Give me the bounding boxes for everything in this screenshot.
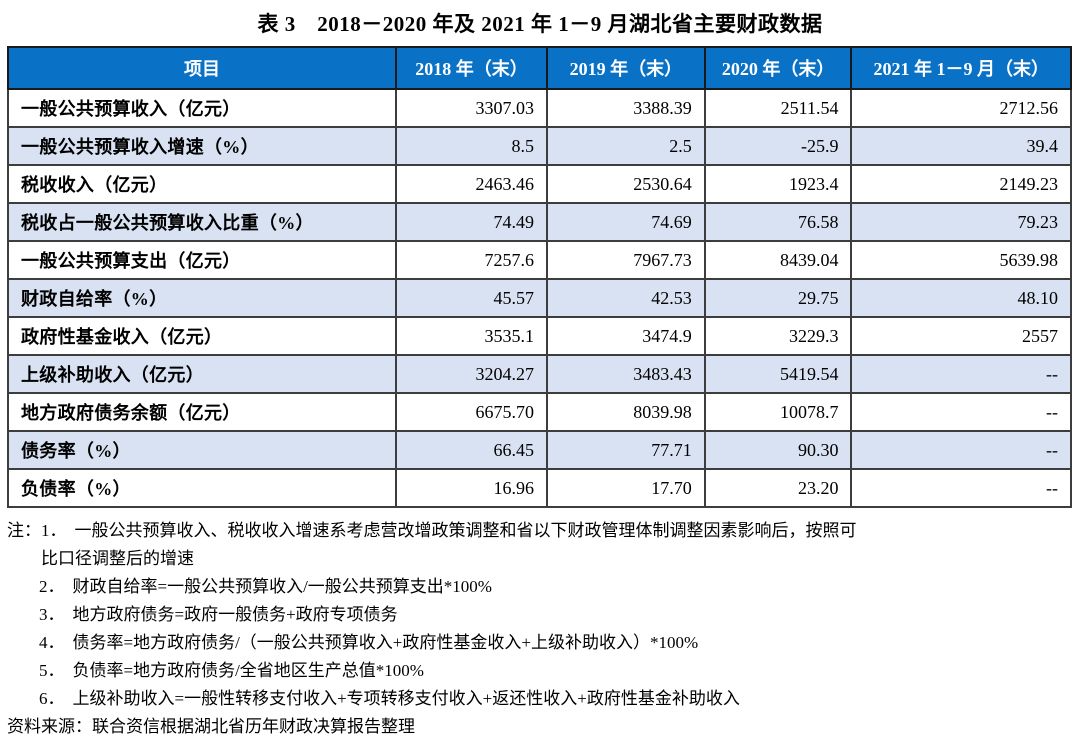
cell-value: 29.75	[703, 278, 853, 318]
column-header-2019: 2019 年（末）	[545, 46, 706, 90]
table-title: 表 3 2018－2020 年及 2021 年 1－9 月湖北省主要财政数据	[257, 12, 823, 36]
note-number: 1．	[41, 521, 67, 540]
footnote-line: 比口径调整后的增速	[41, 549, 194, 568]
cell-value: --	[850, 468, 1072, 508]
cell-value: 79.23	[850, 202, 1072, 242]
note-prefix: 注：	[7, 521, 41, 540]
cell-value: 17.70	[545, 468, 706, 508]
footnote-line: 注：1． 一般公共预算收入、税收收入增速系考虑营改增政策调整和省以下财政管理体制调…	[7, 517, 1073, 545]
table-row: 上级补助收入（亿元） 3204.27 3483.43 5419.54 --	[7, 354, 1072, 394]
cell-value: 7257.6	[395, 240, 548, 280]
note-text: 财政自给率=一般公共预算收入/一般公共预算支出*100%	[72, 577, 492, 596]
row-label: 地方政府债务余额（亿元）	[7, 392, 397, 432]
cell-value: --	[850, 392, 1072, 432]
cell-value: 3229.3	[703, 316, 853, 356]
cell-value: --	[850, 430, 1072, 470]
cell-value: 5419.54	[703, 354, 853, 394]
table-row: 税收占一般公共预算收入比重（%） 74.49 74.69 76.58 79.23	[7, 202, 1072, 242]
cell-value: 8039.98	[545, 392, 706, 432]
note-number: 6．	[39, 689, 65, 708]
cell-value: 74.49	[395, 202, 548, 242]
cell-value: 76.58	[703, 202, 853, 242]
cell-value: 2712.56	[850, 88, 1072, 128]
cell-value: 2530.64	[545, 164, 706, 204]
table-row: 负债率（%） 16.96 17.70 23.20 --	[7, 468, 1072, 508]
footnote-line: 3． 地方政府债务=政府一般债务+政府专项债务	[7, 601, 1073, 629]
row-label: 税收收入（亿元）	[7, 164, 397, 204]
cell-value: 2557	[850, 316, 1072, 356]
column-header-2020: 2020 年（末）	[703, 46, 853, 90]
cell-value: 16.96	[395, 468, 548, 508]
note-text: 债务率=地方政府债务/（一般公共预算收入+政府性基金收入+上级补助收入）*100…	[72, 633, 699, 652]
cell-value: 7967.73	[545, 240, 706, 280]
fiscal-data-table: 项目 2018 年（末） 2019 年（末） 2020 年（末） 2021 年 …	[7, 46, 1072, 508]
cell-value: 3204.27	[395, 354, 548, 394]
note-text: 一般公共预算收入、税收收入增速系考虑营改增政策调整和省以下财政管理体制调整因素影…	[74, 521, 857, 540]
table-row: 地方政府债务余额（亿元） 6675.70 8039.98 10078.7 --	[7, 392, 1072, 432]
column-header-item: 项目	[7, 46, 397, 90]
footnotes: 注：1． 一般公共预算收入、税收收入增速系考虑营改增政策调整和省以下财政管理体制调…	[7, 517, 1073, 741]
cell-value: 23.20	[703, 468, 853, 508]
table-row: 一般公共预算支出（亿元） 7257.6 7967.73 8439.04 5639…	[7, 240, 1072, 280]
header-row: 项目 2018 年（末） 2019 年（末） 2020 年（末） 2021 年 …	[7, 46, 1072, 90]
row-label: 政府性基金收入（亿元）	[7, 316, 397, 356]
table-row: 一般公共预算收入（亿元） 3307.03 3388.39 2511.54 271…	[7, 88, 1072, 128]
data-source: 资料来源：联合资信根据湖北省历年财政决算报告整理	[7, 717, 415, 736]
cell-value: 3483.43	[545, 354, 706, 394]
table-row: 债务率（%） 66.45 77.71 90.30 --	[7, 430, 1072, 470]
cell-value: 8439.04	[703, 240, 853, 280]
cell-value: 48.10	[850, 278, 1072, 318]
footnote-line: 2． 财政自给率=一般公共预算收入/一般公共预算支出*100%	[7, 573, 1073, 601]
cell-value: 2511.54	[703, 88, 853, 128]
note-number: 5．	[39, 661, 65, 680]
cell-value: 2.5	[545, 126, 706, 166]
row-label: 税收占一般公共预算收入比重（%）	[7, 202, 397, 242]
note-text: 地方政府债务=政府一般债务+政府专项债务	[72, 605, 398, 624]
cell-value: 3307.03	[395, 88, 548, 128]
column-header-2021: 2021 年 1－9 月（末）	[850, 46, 1072, 90]
cell-value: 77.71	[545, 430, 706, 470]
cell-value: 90.30	[703, 430, 853, 470]
cell-value: -25.9	[703, 126, 853, 166]
row-label: 债务率（%）	[7, 430, 397, 470]
cell-value: 5639.98	[850, 240, 1072, 280]
cell-value: 3474.9	[545, 316, 706, 356]
cell-value: 10078.7	[703, 392, 853, 432]
cell-value: 74.69	[545, 202, 706, 242]
footnote-line: 4． 债务率=地方政府债务/（一般公共预算收入+政府性基金收入+上级补助收入）*1…	[7, 629, 1073, 657]
row-label: 一般公共预算支出（亿元）	[7, 240, 397, 280]
cell-value: 2463.46	[395, 164, 548, 204]
cell-value: 3388.39	[545, 88, 706, 128]
cell-value: 3535.1	[395, 316, 548, 356]
table-row: 税收收入（亿元） 2463.46 2530.64 1923.4 2149.23	[7, 164, 1072, 204]
cell-value: 1923.4	[703, 164, 853, 204]
cell-value: 6675.70	[395, 392, 548, 432]
column-header-2018: 2018 年（末）	[395, 46, 548, 90]
row-label: 上级补助收入（亿元）	[7, 354, 397, 394]
cell-value: 8.5	[395, 126, 548, 166]
footnote-line: 5． 负债率=地方政府债务/全省地区生产总值*100%	[7, 657, 1073, 685]
cell-value: 66.45	[395, 430, 548, 470]
cell-value: 2149.23	[850, 164, 1072, 204]
table-row: 财政自给率（%） 45.57 42.53 29.75 48.10	[7, 278, 1072, 318]
cell-value: --	[850, 354, 1072, 394]
note-text: 负债率=地方政府债务/全省地区生产总值*100%	[72, 661, 424, 680]
cell-value: 39.4	[850, 126, 1072, 166]
cell-value: 45.57	[395, 278, 548, 318]
note-number: 2．	[39, 577, 65, 596]
footnote-line: 6． 上级补助收入=一般性转移支付收入+专项转移支付收入+返还性收入+政府性基金补…	[7, 685, 1073, 713]
row-label: 负债率（%）	[7, 468, 397, 508]
note-number: 4．	[39, 633, 65, 652]
table-row: 政府性基金收入（亿元） 3535.1 3474.9 3229.3 2557	[7, 316, 1072, 356]
table-row: 一般公共预算收入增速（%） 8.5 2.5 -25.9 39.4	[7, 126, 1072, 166]
row-label: 一般公共预算收入增速（%）	[7, 126, 397, 166]
row-label: 财政自给率（%）	[7, 278, 397, 318]
row-label: 一般公共预算收入（亿元）	[7, 88, 397, 128]
cell-value: 42.53	[545, 278, 706, 318]
note-text: 上级补助收入=一般性转移支付收入+专项转移支付收入+返还性收入+政府性基金补助收…	[72, 689, 740, 708]
note-number: 3．	[39, 605, 65, 624]
